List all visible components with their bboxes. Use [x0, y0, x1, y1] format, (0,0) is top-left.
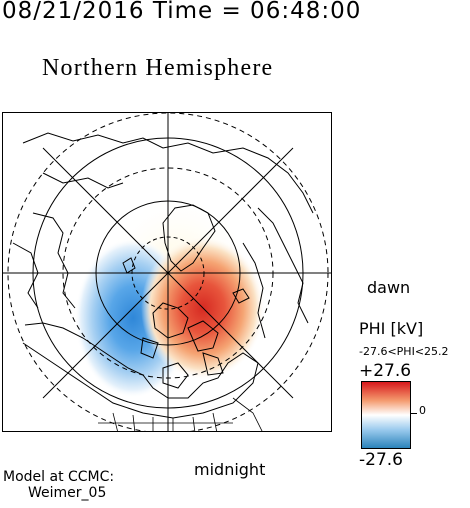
model-label: Model at CCMC:	[3, 469, 115, 485]
midnight-label: midnight	[194, 460, 266, 479]
timestamp: 08/21/2016 Time = 06:48:00	[2, 0, 362, 24]
colorbar-range: -27.6<PHI<25.2	[359, 345, 449, 358]
plot-title: Northern Hemisphere	[42, 55, 274, 81]
meridian-diag2	[42, 147, 294, 399]
polar-map-svg	[3, 113, 331, 431]
colorbar-min-label: -27.6	[359, 450, 403, 470]
colorbar-zero-label: 0	[419, 404, 426, 417]
colorbar-zero-tick	[411, 413, 417, 414]
dawn-label: dawn	[367, 278, 411, 297]
colorbar	[361, 381, 411, 449]
model-name: Weimer_05	[28, 485, 107, 501]
colorbar-max-label: +27.6	[359, 361, 412, 381]
colorbar-title: PHI [kV]	[359, 319, 424, 338]
coastlines	[12, 132, 314, 419]
borders	[98, 397, 263, 431]
polar-map	[2, 112, 332, 432]
